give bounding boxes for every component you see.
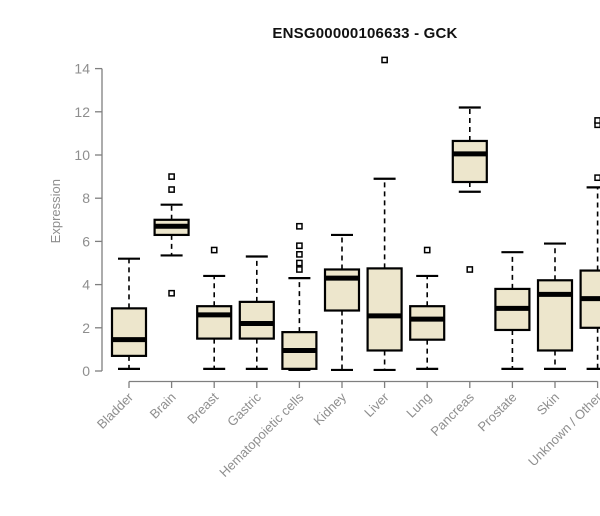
outlier-point bbox=[296, 222, 303, 230]
box-unknown-other bbox=[579, 117, 600, 370]
outlier-point bbox=[168, 289, 175, 297]
y-tick-label: 14 bbox=[74, 61, 90, 77]
box-lung bbox=[409, 246, 446, 370]
x-tick-label: Hematopoietic cells bbox=[216, 389, 307, 480]
x-tick-label: Skin bbox=[534, 390, 562, 418]
box-liver bbox=[366, 56, 403, 372]
x-tick-label: Lung bbox=[403, 390, 434, 421]
outlier-point bbox=[296, 251, 303, 258]
x-tick-label: Unknown / Other bbox=[525, 389, 600, 469]
x-tick-label: Prostate bbox=[475, 390, 520, 435]
box-breast bbox=[196, 246, 233, 370]
y-tick-label: 10 bbox=[74, 147, 90, 163]
y-tick-label: 0 bbox=[82, 363, 90, 379]
box-rect bbox=[536, 279, 574, 352]
outlier-point bbox=[296, 266, 303, 273]
box-rect bbox=[196, 305, 233, 340]
x-tick-label: Bladder bbox=[94, 389, 137, 432]
x-tick-label: Gastric bbox=[224, 389, 264, 429]
box-hematopoietic-cells bbox=[281, 222, 318, 372]
outlier-point bbox=[423, 246, 431, 254]
y-tick-label: 12 bbox=[74, 104, 90, 120]
x-tick-label: Breast bbox=[184, 389, 221, 426]
box-rect bbox=[110, 307, 148, 357]
box-rect bbox=[238, 300, 275, 340]
x-axis bbox=[128, 380, 599, 388]
outlier-point bbox=[168, 186, 175, 193]
outlier-point bbox=[296, 242, 303, 250]
y-tick-label: 8 bbox=[82, 190, 90, 206]
y-axis-label: Expression bbox=[48, 179, 63, 244]
x-tick-label: Kidney bbox=[310, 389, 349, 428]
box-rect bbox=[451, 139, 488, 184]
x-tick-label: Liver bbox=[361, 389, 392, 420]
x-tick-label: Pancreas bbox=[427, 389, 477, 439]
box-skin bbox=[536, 242, 574, 370]
box-brain bbox=[153, 173, 190, 297]
outlier-point bbox=[168, 173, 175, 180]
box-kidney bbox=[323, 233, 361, 372]
box-rect bbox=[366, 267, 403, 352]
y-tick-label: 2 bbox=[82, 320, 90, 336]
x-tick-label: Brain bbox=[147, 390, 179, 422]
boxplot-chart: 0 2 4 6 8 10 12 14 Bladder Brain Breast Gastric Hema… bbox=[40, 16, 600, 484]
y-axis: 0 2 4 6 8 10 12 14 bbox=[74, 61, 103, 379]
box-gastric bbox=[238, 255, 275, 370]
outlier-point bbox=[594, 174, 600, 182]
box-prostate bbox=[494, 251, 531, 370]
outlier-point bbox=[594, 117, 600, 124]
chart-title: ENSG00000106633 - GCK bbox=[272, 25, 458, 42]
boxplot-svg: 0 2 4 6 8 10 12 14 Bladder Brain Breast GastricHema… bbox=[74, 56, 600, 480]
box-bladder bbox=[110, 257, 148, 370]
outlier-point bbox=[210, 246, 218, 254]
outlier-point bbox=[296, 259, 303, 267]
y-tick-label: 6 bbox=[82, 233, 90, 249]
y-tick-label: 4 bbox=[82, 277, 90, 293]
outlier-point bbox=[466, 266, 474, 273]
box-rect bbox=[409, 305, 446, 341]
outlier-point bbox=[381, 56, 388, 64]
box-pancreas bbox=[451, 106, 488, 273]
